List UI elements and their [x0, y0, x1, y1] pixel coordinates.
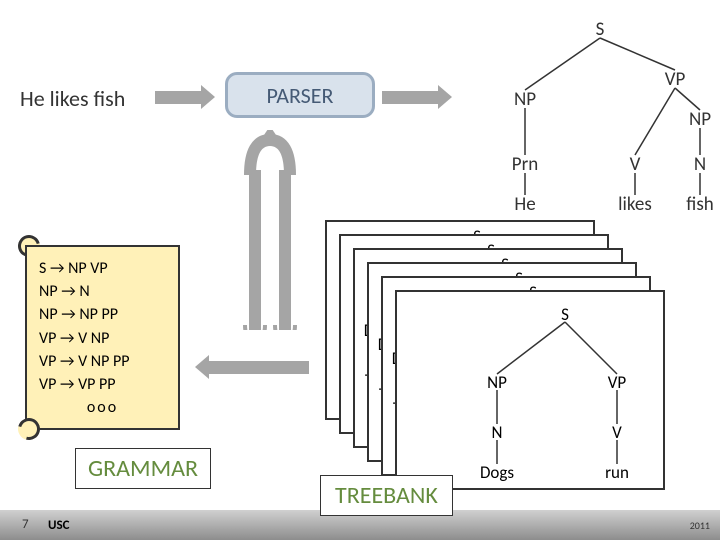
- treebank-card: S NP VP N V Dogs run: [395, 290, 665, 490]
- arrow-shaft: [155, 91, 201, 104]
- arrow-grammar-to-parser: [240, 130, 300, 330]
- arrow-head-icon: [201, 85, 215, 109]
- grammar-label: GRAMMAR: [75, 448, 211, 489]
- arrow-parser-to-tree: [382, 90, 452, 104]
- tree-node: S: [596, 18, 605, 41]
- arrow-shaft: [209, 361, 309, 374]
- tree-node: likes: [618, 193, 652, 216]
- tree-node: VP: [665, 68, 686, 91]
- tree-node: fish: [686, 193, 713, 216]
- tree-node: VP: [608, 372, 626, 393]
- grammar-rule: VP → V NP: [39, 327, 166, 350]
- grammar-rule: S → NP VP: [39, 257, 166, 280]
- input-sentence: He likes fish: [20, 85, 125, 112]
- grammar-ellipsis: ooo: [39, 396, 166, 419]
- page-number: 7: [22, 517, 29, 532]
- arrow-head-icon: [438, 85, 452, 109]
- footer-right: 2011: [690, 519, 710, 532]
- arrow-input-to-parser: [155, 90, 215, 104]
- treebank-stack: SSSDTSDTSDTSNPVPNVDogsrun: [325, 220, 675, 500]
- arrow-treebank-to-grammar: [195, 355, 315, 379]
- arrow-shaft: [382, 91, 438, 104]
- grammar-scroll: S → NP VPNP → NNP → NP PPVP → V NPVP → V…: [25, 245, 180, 430]
- arrow-head-icon: [195, 355, 209, 379]
- tree-node: V: [630, 153, 641, 176]
- tree-node: N: [492, 422, 503, 443]
- treebank-label: TREEBANK: [320, 475, 453, 516]
- tree-node: V: [612, 422, 622, 443]
- footer-logo: USC: [48, 518, 70, 533]
- tree-node: NP: [689, 108, 711, 131]
- tree-node: S: [561, 304, 569, 325]
- tree-node: NP: [514, 88, 536, 111]
- parse-tree-edges: [460, 8, 710, 218]
- grammar-rule: VP → V NP PP: [39, 350, 166, 373]
- parse-tree: SNPVPNPPrnVNHelikesfish: [460, 8, 710, 218]
- tree-node: Prn: [512, 153, 538, 176]
- tree-node: NP: [487, 372, 507, 393]
- tree-node: He: [514, 193, 535, 216]
- grammar-rule: VP → VP PP: [39, 373, 166, 396]
- tree-node: run: [605, 462, 629, 483]
- parser-box: PARSER: [225, 72, 375, 118]
- grammar-rule: NP → NP PP: [39, 303, 166, 326]
- grammar-rule: NP → N: [39, 280, 166, 303]
- parser-label: PARSER: [267, 82, 334, 109]
- tree-node: N: [694, 153, 706, 176]
- tree-node: Dogs: [480, 462, 514, 483]
